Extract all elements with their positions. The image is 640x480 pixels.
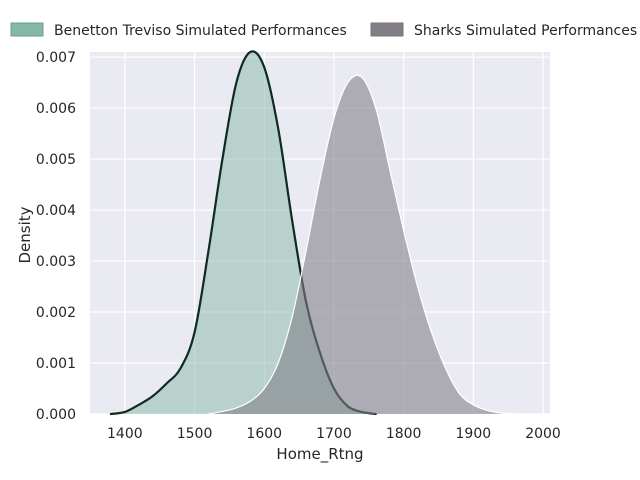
y-tick-label: 0.006 <box>36 101 76 117</box>
x-tick-label: 2000 <box>525 426 561 442</box>
x-tick-label: 1400 <box>107 426 143 442</box>
y-tick-label: 0.004 <box>36 203 76 219</box>
x-tick-label: 1800 <box>386 426 422 442</box>
x-axis-ticks: 1400 1500 1600 1700 1800 1900 2000 <box>107 426 561 442</box>
y-axis-ticks: 0.000 0.001 0.002 0.003 0.004 0.005 0.006 0.007 <box>36 50 76 423</box>
y-tick-label: 0.003 <box>36 254 76 270</box>
legend-swatch-benetton <box>10 22 44 37</box>
x-tick-label: 1700 <box>316 426 352 442</box>
sharks-density-line <box>207 74 523 415</box>
legend-swatch-sharks <box>370 22 404 37</box>
x-axis-label: Home_Rtng <box>276 445 363 464</box>
sharks-density-area <box>208 75 523 414</box>
y-tick-label: 0.002 <box>36 305 76 321</box>
y-tick-label: 0.007 <box>36 50 76 66</box>
x-tick-label: 1900 <box>456 426 492 442</box>
x-tick-label: 1600 <box>246 426 282 442</box>
legend-label-benetton: Benetton Treviso Simulated Performances <box>54 23 347 39</box>
legend-label-sharks: Sharks Simulated Performances <box>414 23 637 39</box>
series-layer <box>109 50 523 416</box>
plot-area <box>90 50 550 416</box>
y-axis-label: Density <box>16 206 34 263</box>
legend: Benetton Treviso Simulated Performances … <box>10 22 637 39</box>
y-tick-label: 0.000 <box>36 407 76 423</box>
x-tick-label: 1500 <box>177 426 213 442</box>
y-tick-label: 0.005 <box>36 152 76 168</box>
y-tick-label: 0.001 <box>36 356 76 372</box>
